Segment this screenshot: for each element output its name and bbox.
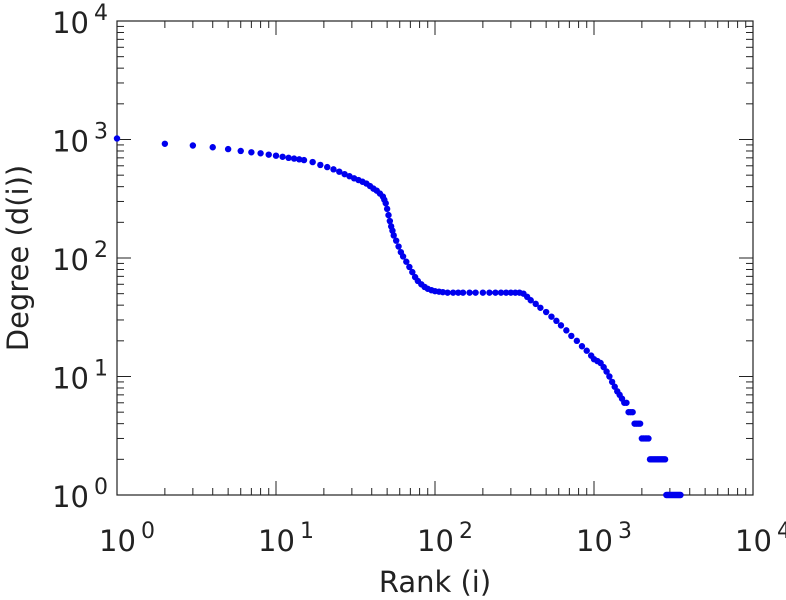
- data-point: [399, 253, 407, 260]
- y-tick-label: 10 1: [52, 357, 108, 396]
- data-point: [606, 373, 613, 380]
- data-point: [497, 289, 505, 296]
- data-point: [390, 232, 397, 239]
- data-point: [248, 149, 255, 156]
- data-point: [548, 313, 555, 320]
- data-point: [317, 161, 324, 169]
- data-point: [507, 289, 515, 296]
- data-point: [449, 289, 457, 296]
- data-point: [406, 263, 413, 271]
- data-point: [113, 135, 121, 142]
- y-tick-label: 10 0: [52, 475, 108, 514]
- data-point: [383, 205, 391, 213]
- data-point: [336, 168, 343, 175]
- data-point: [486, 289, 493, 296]
- data-point: [603, 368, 610, 375]
- data-point: [636, 420, 644, 427]
- tick-labels: 10 0 10 1 10 2 10 3 10 4 10 0 10 1 10 2 10 3 10 4: [52, 1, 786, 558]
- data-point: [395, 243, 402, 250]
- data-point: [285, 154, 292, 162]
- data-point: [324, 163, 331, 171]
- data-point: [392, 237, 400, 244]
- data-point: [573, 337, 581, 345]
- data-point: [459, 289, 467, 296]
- data-point: [272, 152, 280, 159]
- x-axis-title: Rank (i): [379, 565, 491, 599]
- data-point: [563, 327, 570, 334]
- data-point: [502, 289, 510, 296]
- data-point: [479, 289, 487, 296]
- y-axis-title: Degree (d(i)): [1, 165, 35, 352]
- x-tick-label: 10 3: [576, 519, 632, 558]
- data-point: [532, 300, 539, 308]
- data-point: [386, 217, 394, 225]
- x-tick-label: 10 0: [99, 519, 155, 558]
- data-point: [583, 347, 590, 354]
- data-point: [444, 289, 451, 296]
- data-point: [300, 156, 308, 164]
- data-point: [568, 332, 575, 340]
- data-point: [578, 343, 586, 350]
- data-point: [439, 288, 447, 296]
- data-point: [623, 399, 630, 406]
- data-point: [557, 322, 565, 329]
- y-tick-label: 10 3: [52, 120, 108, 159]
- plot-frame: [116, 20, 754, 496]
- y-tick-label: 10 2: [52, 238, 108, 277]
- data-point: [455, 289, 462, 296]
- data-point: [608, 378, 616, 386]
- data-point: [382, 200, 389, 207]
- data-point: [279, 153, 286, 160]
- data-point: [542, 308, 550, 316]
- data-point: [527, 297, 534, 304]
- data-point: [224, 145, 232, 153]
- data-point: [553, 317, 560, 325]
- data-point: [341, 170, 348, 178]
- x-tick-label: 10 2: [417, 519, 473, 558]
- data-point: [466, 289, 473, 296]
- data-point: [537, 304, 544, 311]
- data-point: [492, 289, 499, 296]
- x-tick-label: 10 1: [258, 519, 314, 558]
- data-point: [472, 289, 479, 296]
- data-point: [629, 408, 636, 416]
- data-point: [209, 144, 216, 151]
- data-point: [161, 140, 169, 147]
- x-tick-label: 10 4: [735, 519, 786, 558]
- data-point: [403, 258, 410, 265]
- data-point: [645, 435, 652, 442]
- data-point: [189, 142, 197, 149]
- y-tick-label: 10 4: [52, 1, 108, 40]
- data-points: [113, 135, 684, 499]
- data-point: [385, 211, 392, 219]
- data-point: [409, 268, 416, 276]
- data-point: [257, 150, 264, 157]
- data-point: [237, 147, 244, 155]
- data-point: [661, 456, 669, 463]
- data-point: [677, 491, 684, 499]
- axis-ticks: [117, 21, 753, 495]
- data-point: [309, 158, 316, 166]
- data-point: [330, 166, 337, 173]
- data-point: [290, 155, 298, 162]
- data-point: [296, 156, 303, 163]
- data-point: [265, 151, 272, 158]
